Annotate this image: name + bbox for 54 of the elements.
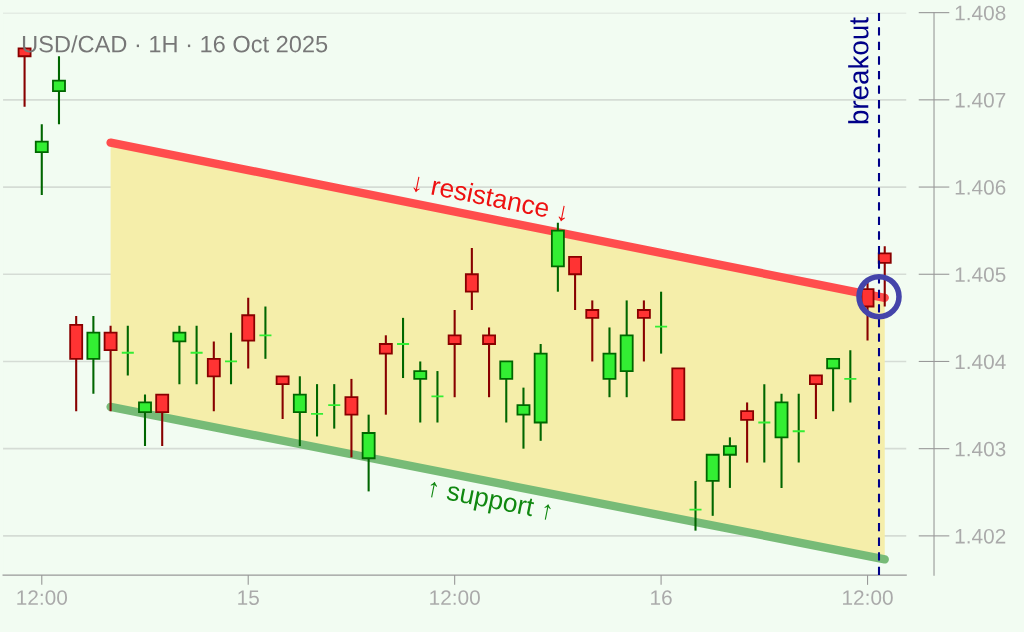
candlestick	[516, 386, 531, 450]
candlestick	[327, 383, 342, 430]
candlestick	[482, 326, 496, 399]
candlestick	[172, 324, 187, 386]
x-tick-label: 12:00	[17, 590, 68, 606]
candlestick	[568, 255, 583, 312]
x-tick-label: 12:00	[430, 590, 480, 606]
candlestick	[413, 360, 428, 424]
candlestick	[258, 305, 273, 360]
text: ↑ support ↑	[427, 479, 552, 525]
y-tick-label: 1.408	[955, 5, 1006, 21]
candlestick	[636, 299, 651, 363]
candlestick	[791, 392, 806, 464]
candlestick	[34, 123, 49, 196]
candlestick	[688, 479, 703, 532]
candlestick	[808, 374, 823, 421]
candlestick	[292, 375, 307, 448]
candlestick	[396, 316, 410, 380]
candlestick	[206, 340, 221, 413]
candlestick	[52, 55, 66, 126]
y-tick-label: 1.403	[955, 441, 1006, 457]
candlestick	[447, 308, 462, 399]
y-tick-label: 1.406	[955, 180, 1006, 195]
candlestick	[224, 331, 238, 386]
x-tick-label: 15	[238, 590, 259, 606]
x-tick-label: 16	[651, 590, 672, 606]
text: ↓ resistance ↓	[412, 171, 568, 222]
x-tick-label: 12:00	[843, 590, 893, 606]
candlestick	[757, 383, 772, 464]
candlestick	[654, 290, 669, 355]
candlestick	[344, 377, 359, 459]
y-tick-label: 1.404	[955, 354, 1006, 370]
candlestick	[189, 324, 204, 386]
ref-line-label: breakout	[848, 17, 869, 124]
candlestick	[877, 245, 892, 308]
text: USD/CAD · 1H · 16 Oct 2025	[22, 35, 328, 53]
candlestick	[378, 334, 393, 416]
candlestick	[464, 247, 479, 312]
candlestick	[499, 360, 514, 424]
candlestick	[103, 324, 118, 413]
candlestick	[155, 393, 170, 448]
candlestick	[275, 375, 290, 421]
candlestick	[430, 370, 445, 424]
y-tick-label: 1.405	[955, 267, 1006, 283]
candlestick	[826, 357, 841, 413]
candlestick	[722, 436, 737, 489]
y-tick-label: 1.402	[955, 528, 1006, 544]
candlestick	[138, 393, 152, 448]
candlestick	[310, 383, 324, 438]
candlestick	[120, 324, 135, 377]
candlestick	[740, 401, 755, 464]
y-tick-label: 1.407	[955, 92, 1006, 108]
candlestick	[843, 349, 858, 404]
candlestick	[585, 299, 600, 363]
